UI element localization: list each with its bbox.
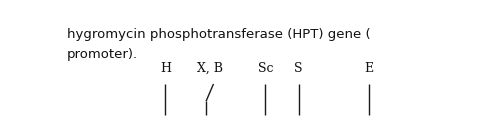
Text: promoter).: promoter).: [67, 48, 138, 61]
Text: hygromycin phosphotransferase (HPT) gene (: hygromycin phosphotransferase (HPT) gene…: [67, 28, 371, 41]
Text: Sc: Sc: [258, 62, 273, 75]
Text: E: E: [365, 62, 374, 75]
Text: H: H: [160, 62, 171, 75]
Text: S: S: [294, 62, 303, 75]
Text: X, B: X, B: [197, 62, 223, 75]
